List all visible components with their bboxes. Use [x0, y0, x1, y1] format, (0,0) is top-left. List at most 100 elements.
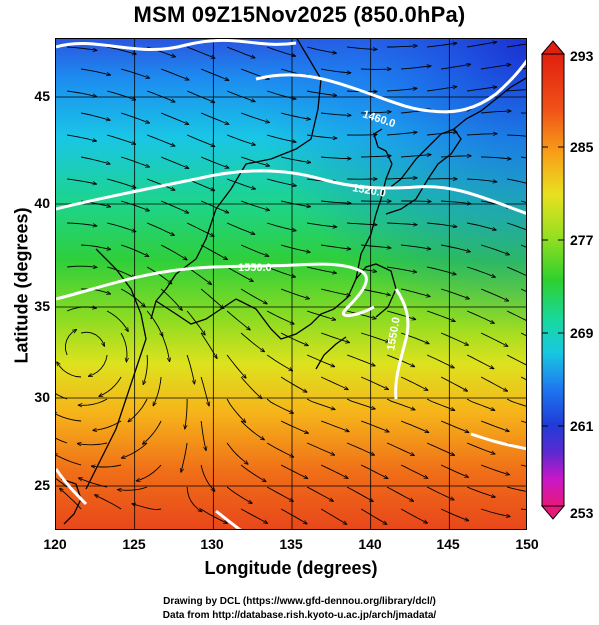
streamline-arrow	[321, 112, 351, 115]
streamline-arrow	[440, 464, 468, 477]
streamline-arrow	[200, 376, 209, 406]
streamline-arrow	[226, 442, 248, 464]
streamline-arrow	[280, 332, 308, 346]
colorbar-tick: 269	[570, 325, 594, 341]
streamline-arrow	[507, 134, 526, 137]
streamline-arrow	[386, 442, 414, 456]
streamline-arrow	[56, 393, 68, 400]
streamline-arrow	[306, 442, 335, 455]
streamline-arrow	[480, 508, 510, 517]
streamline-arrow	[77, 443, 108, 445]
streamline-arrow	[440, 420, 469, 433]
streamline-arrow	[81, 244, 111, 250]
x-tick: 125	[122, 536, 146, 552]
streamline-arrow	[466, 486, 495, 497]
streamline-arrow	[307, 222, 337, 227]
streamline-arrow	[426, 310, 455, 322]
streamline-arrow	[56, 454, 82, 466]
streamline-arrow	[106, 178, 136, 188]
streamline-arrow	[240, 332, 264, 352]
streamline-arrow	[200, 156, 229, 168]
streamline-arrow	[186, 222, 214, 236]
streamline-arrow	[118, 486, 148, 490]
streamline-arrow	[440, 376, 467, 391]
streamline-arrow	[400, 508, 427, 523]
streamline-arrow	[321, 157, 351, 159]
streamline-arrow	[346, 354, 375, 366]
streamline-arrow	[321, 244, 351, 249]
streamline-arrow	[347, 223, 377, 225]
streamline-arrow	[361, 288, 390, 295]
streamline-arrow	[281, 156, 311, 163]
streamline-arrow	[67, 46, 97, 51]
streamline-arrow	[480, 288, 509, 301]
streamline-arrow	[106, 222, 136, 232]
streamline-arrow	[360, 508, 387, 524]
streamline-arrow	[280, 508, 307, 524]
streamline-arrow	[320, 508, 347, 524]
streamline-arrow	[107, 46, 136, 54]
streamline-arrow	[240, 464, 266, 482]
streamline-arrow	[387, 132, 417, 136]
credit-data: Data from http://database.rish.kyoto-u.a…	[162, 610, 437, 621]
streamline-arrow	[240, 508, 267, 523]
streamline-arrow	[427, 266, 456, 275]
streamline-arrow	[128, 398, 148, 422]
streamline-arrow	[132, 504, 162, 511]
streamline-arrow	[320, 288, 350, 296]
streamline-arrow	[200, 244, 227, 260]
streamline-arrow	[240, 112, 269, 123]
colorbar-tick: 293	[570, 48, 594, 64]
streamline-arrow	[441, 200, 471, 204]
map-plot-area: 1460.0 1520.0 1550.0 1550.0	[55, 38, 527, 530]
streamline-arrow	[81, 68, 110, 75]
streamline-arrow	[467, 178, 497, 182]
streamline-arrow	[466, 354, 494, 369]
colorbar-tick: 253	[570, 505, 594, 521]
streamline-arrow	[467, 134, 497, 135]
streamline-arrow	[240, 420, 264, 440]
streamline-arrow	[467, 42, 497, 48]
streamline-arrow	[186, 46, 215, 58]
streamline-arrow	[507, 43, 526, 48]
streamline-arrow	[67, 266, 97, 267]
streamline-arrow	[506, 398, 526, 407]
x-tick: 140	[358, 536, 382, 552]
streamline-arrow	[226, 354, 246, 378]
streamline-arrow	[106, 310, 128, 332]
streamline-arrow	[226, 398, 246, 422]
streamline-arrow	[386, 486, 413, 501]
streamline-arrow	[95, 495, 122, 510]
streamline-arrow	[346, 398, 375, 409]
streamline-arrow	[347, 135, 377, 136]
streamline-arrow	[346, 442, 374, 455]
streamline-arrow	[520, 288, 526, 292]
streamline-arrow	[186, 134, 215, 147]
streamline-arrow	[441, 156, 471, 157]
x-tick: 145	[436, 536, 460, 552]
streamline-arrow	[320, 420, 349, 432]
y-tick: 45	[34, 88, 50, 104]
x-tick: 130	[200, 536, 224, 552]
streamline-arrow	[153, 376, 162, 406]
x-tick: 150	[515, 536, 539, 552]
streamline-arrow	[401, 201, 431, 202]
streamline-arrow	[240, 244, 269, 256]
x-tick: 135	[279, 536, 303, 552]
colorbar-tick: 285	[570, 139, 594, 155]
streamline-arrow	[67, 222, 97, 226]
streamline-arrow	[160, 68, 189, 80]
streamline-arrow	[266, 90, 296, 99]
streamline-arrow	[121, 442, 148, 458]
streamline-arrow	[280, 376, 307, 392]
streamline-arrow	[186, 354, 194, 384]
streamline-arrow	[266, 310, 294, 324]
streamline-arrow	[99, 376, 122, 396]
streamline-arrow	[400, 420, 429, 433]
streamline-arrow	[401, 155, 431, 158]
streamline-arrow	[306, 266, 336, 273]
streamline-arrow	[160, 200, 189, 213]
streamline-arrow	[226, 134, 255, 145]
credit-drawing: Drawing by DCL (https://www.gfd-dennou.o…	[163, 596, 436, 607]
x-axis-label: Longitude (degrees)	[204, 558, 378, 578]
